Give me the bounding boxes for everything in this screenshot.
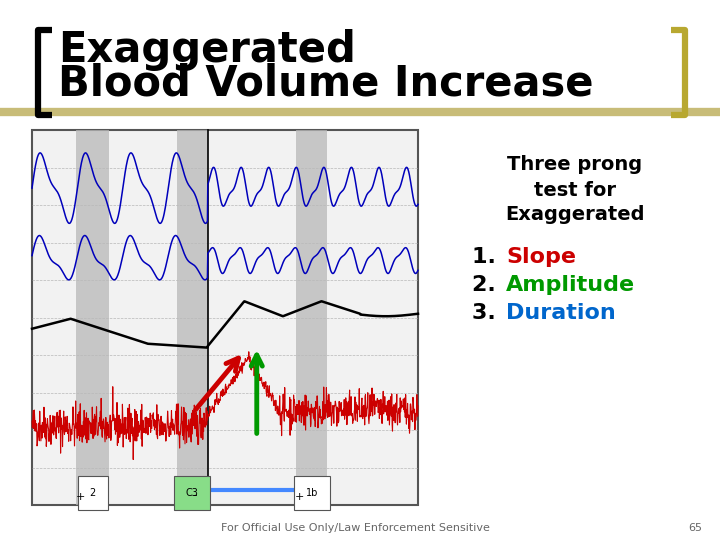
Text: Blood Volume Increase: Blood Volume Increase: [58, 63, 593, 105]
Text: +: +: [295, 492, 305, 502]
Text: 3.: 3.: [472, 303, 503, 323]
Bar: [76, 130, 109, 505]
Bar: [176, 130, 207, 505]
Text: +: +: [76, 492, 86, 502]
Text: 65: 65: [688, 523, 702, 533]
Text: 1.: 1.: [472, 247, 503, 267]
Text: C3: C3: [186, 488, 199, 498]
Text: Slope: Slope: [506, 247, 576, 267]
Text: 2: 2: [90, 488, 96, 498]
Text: 1b: 1b: [306, 488, 318, 498]
Bar: [32, 130, 418, 505]
Text: Duration: Duration: [506, 303, 616, 323]
Text: Three prong
test for
Exaggerated: Three prong test for Exaggerated: [505, 156, 644, 225]
Text: -: -: [192, 489, 197, 502]
Text: Amplitude: Amplitude: [506, 275, 635, 295]
Text: For Official Use Only/Law Enforcement Sensitive: For Official Use Only/Law Enforcement Se…: [220, 523, 490, 533]
Text: 2.: 2.: [472, 275, 503, 295]
Bar: [297, 130, 328, 505]
Text: Exaggerated: Exaggerated: [58, 29, 356, 71]
